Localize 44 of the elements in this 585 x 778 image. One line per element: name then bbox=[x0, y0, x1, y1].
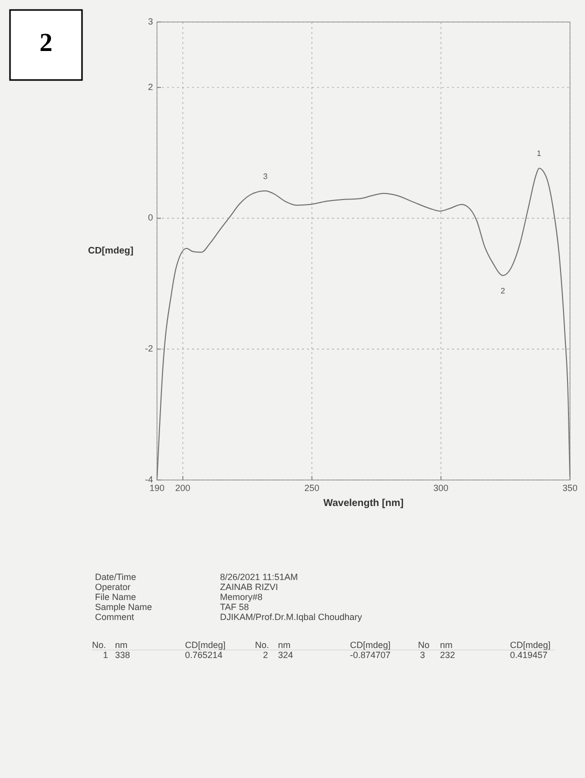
text: Operator bbox=[95, 582, 131, 592]
x-tick-label: 190 bbox=[149, 483, 165, 493]
text: 1 bbox=[102, 650, 108, 660]
x-tick-label: 300 bbox=[433, 483, 448, 493]
text: 0.419457 bbox=[510, 650, 548, 660]
text: CD[mdeg] bbox=[185, 640, 226, 650]
text: No. bbox=[92, 640, 106, 650]
text: -0.874707 bbox=[350, 650, 391, 660]
text: DJIKAM/Prof.Dr.M.Iqbal Choudhary bbox=[220, 612, 363, 622]
text: nm bbox=[440, 640, 453, 650]
text: ZAINAB RIZVI bbox=[220, 582, 278, 592]
text: Comment bbox=[95, 612, 135, 622]
text: 8/26/2021 11:51AM bbox=[220, 572, 298, 582]
text: 2 bbox=[40, 28, 52, 57]
text: 3 bbox=[420, 650, 425, 660]
text: Date/Time bbox=[95, 572, 136, 582]
text: 338 bbox=[115, 650, 130, 660]
y-tick-label: 0 bbox=[148, 212, 153, 223]
text: Memory#8 bbox=[220, 592, 263, 602]
text: File Name bbox=[95, 592, 136, 602]
annotation: 3 bbox=[263, 172, 268, 181]
text: nm bbox=[278, 640, 291, 650]
y-tick-label: -4 bbox=[144, 474, 153, 484]
y-tick-label: 3 bbox=[148, 16, 153, 26]
y-axis-title: CD[mdeg] bbox=[88, 246, 134, 257]
text: nm bbox=[115, 640, 128, 650]
text: No bbox=[418, 640, 430, 650]
x-tick-label: 200 bbox=[175, 483, 190, 493]
text: No. bbox=[255, 640, 270, 650]
text: TAF 58 bbox=[220, 602, 249, 612]
x-tick-label: 350 bbox=[562, 483, 578, 493]
text: CD[mdeg] bbox=[350, 640, 391, 650]
x-tick-label: 250 bbox=[304, 483, 320, 493]
y-tick-label: 2 bbox=[148, 82, 153, 92]
text: CD[mdeg] bbox=[510, 640, 551, 650]
annotation: 1 bbox=[536, 149, 542, 158]
x-axis-title: Wavelength [nm] bbox=[323, 498, 404, 509]
text: 324 bbox=[278, 650, 294, 660]
text: 0.765214 bbox=[185, 650, 223, 660]
y-tick-label: -2 bbox=[144, 344, 153, 354]
text: Sample Name bbox=[95, 602, 152, 612]
text: 232 bbox=[440, 650, 456, 660]
annotation: 2 bbox=[500, 286, 506, 296]
text: 2 bbox=[262, 650, 268, 660]
